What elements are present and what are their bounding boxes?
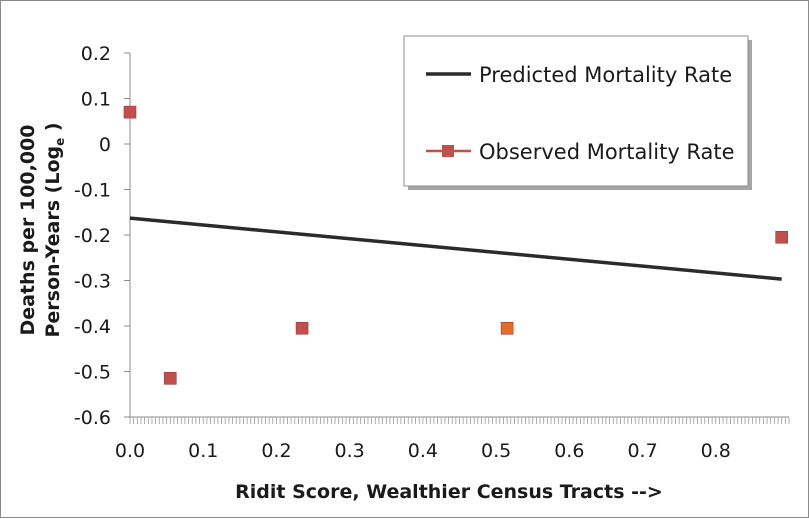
y-tick-label: -0.6: [74, 407, 111, 429]
observed-point: [500, 321, 514, 335]
y-tick-label: -0.5: [74, 362, 111, 384]
legend-observed-label: Observed Mortality Rate: [479, 140, 735, 164]
legend-box: [403, 35, 749, 187]
y-axis-title-main: Person-Years (Log: [42, 146, 64, 338]
x-tick-label: 0.7: [627, 440, 657, 462]
y-tick-label: 0.2: [81, 43, 111, 65]
x-tick-label: 0.0: [115, 440, 145, 462]
observed-point: [775, 230, 788, 244]
x-tick-label: 0.4: [408, 440, 438, 462]
x-axis-title: Ridit Score, Wealthier Census Tracts -->: [235, 481, 663, 503]
y-tick-label: 0: [99, 134, 111, 156]
x-axis: 0.0 0.1 0.2 0.3 0.4 0.5 0.6 0.7 0.8: [115, 416, 790, 462]
x-tick-label: 0.8: [701, 440, 731, 462]
x-tick-label: 0.6: [554, 440, 584, 462]
y-tick-label: -0.4: [74, 316, 111, 338]
y-axis: 0.2 0.1 0 -0.1 -0.2 -0.3 -0.4 -0.5 -0.6: [74, 43, 131, 429]
x-tick-label: 0.2: [261, 440, 291, 462]
plot-series: [123, 105, 788, 385]
observed-series: [123, 105, 788, 385]
y-tick-label: -0.2: [74, 225, 111, 247]
legend: Predicted Mortality Rate Observed Mortal…: [403, 35, 752, 190]
predicted-line-segment: [129, 216, 782, 281]
legend-predicted-label: Predicted Mortality Rate: [479, 63, 732, 87]
observed-point: [295, 321, 309, 335]
y-tick-label: -0.1: [74, 180, 111, 202]
x-tick-label: 0.1: [188, 440, 218, 462]
observed-point: [163, 372, 177, 385]
y-axis-title-line2: Person-Years (Loge ): [42, 122, 67, 337]
x-minor-ticks: [129, 417, 790, 424]
x-tick-label: 0.3: [335, 440, 365, 462]
y-tick-label: -0.3: [74, 271, 111, 293]
y-tick-label: 0.1: [81, 89, 111, 111]
observed-point: [123, 105, 137, 119]
y-axis-title-subscript: e: [53, 138, 67, 146]
predicted-series: [129, 216, 782, 281]
x-tick-label: 0.5: [481, 440, 511, 462]
y-axis-title-close: ): [42, 122, 64, 137]
legend-observed-marker-swatch: [442, 145, 454, 157]
y-axis-title-line1: Deaths per 100,000: [17, 124, 39, 335]
